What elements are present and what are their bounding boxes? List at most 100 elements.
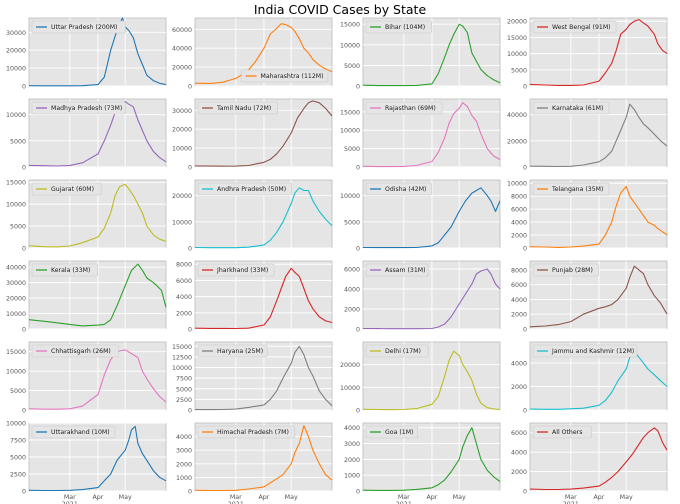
series-line xyxy=(362,350,501,411)
legend-box xyxy=(31,20,126,34)
legend-box xyxy=(532,425,593,439)
legend-box xyxy=(532,344,638,358)
series-line xyxy=(28,183,167,248)
y-tick-label: 2000 xyxy=(511,233,527,240)
chart-panel: 0 2000 4000 6000 Assam (31M) xyxy=(344,260,501,334)
legend-box xyxy=(365,344,429,358)
legend-box xyxy=(365,182,432,196)
y-tick-label: 0 xyxy=(22,408,26,415)
y-tick-label: 20000 xyxy=(507,19,527,26)
y-tick-label: 4000 xyxy=(511,450,527,457)
y-tick-label: 0 xyxy=(22,246,26,253)
chart-panel: 0 10000 20000 30000 Uttar Pradesh (200M) xyxy=(6,17,167,91)
y-tick-label: 15000 xyxy=(6,180,26,187)
legend-label: Goa (1M) xyxy=(385,429,413,436)
legend: Uttarakhand (10M) xyxy=(31,425,116,439)
chart-panel: 0 5000 10000 Odisha (42M) xyxy=(340,179,501,253)
y-tick-label: 20000 xyxy=(340,362,360,369)
y-tick-label: 0 xyxy=(188,84,192,91)
y-tick-label: 0 xyxy=(523,327,527,334)
y-tick-label: 0 xyxy=(188,489,192,496)
x-tick-label: May xyxy=(285,494,298,501)
y-tick-label: 15000 xyxy=(6,349,26,356)
y-tick-label: 8000 xyxy=(511,267,527,274)
y-tick-label: 4000 xyxy=(511,220,527,227)
chart-panel: 0 5000 10000 15000 20000 West Bengal (91M) xyxy=(507,17,668,91)
legend-label: Tamil Nadu (72M) xyxy=(216,105,271,112)
legend: Gujarat (60M) xyxy=(31,182,102,196)
legend-label: Telangana (35M) xyxy=(551,186,603,193)
y-tick-label: 5000 xyxy=(344,146,360,153)
series-line xyxy=(362,102,501,168)
y-tick-label: 2000 xyxy=(344,457,360,464)
y-tick-label: 60000 xyxy=(172,27,192,34)
chart-panel: 0 20000 40000 60000 Maharashtra (112M) xyxy=(172,17,333,91)
legend-label: Delhi (17M) xyxy=(385,348,421,355)
series-line xyxy=(362,427,501,491)
legend-box xyxy=(31,344,119,358)
series-line xyxy=(529,265,668,328)
legend: Tamil Nadu (72M) xyxy=(197,101,278,115)
chart-panel: 0 10000 20000 30000 40000 Kerala (33M) xyxy=(6,260,167,334)
legend-label: Haryana (25M) xyxy=(217,348,263,355)
chart-panel: 0 20000 40000 Karnataka (61M) xyxy=(507,98,668,172)
y-tick-label: 6000 xyxy=(344,267,360,274)
legend: All Others xyxy=(532,425,593,439)
chart-panel: 0 2000 4000 6000 8000 Jharkhand (33M) xyxy=(176,260,333,334)
y-tick-label: 12500 xyxy=(172,354,192,361)
x-tick-label: May xyxy=(119,494,132,501)
legend-box xyxy=(197,425,296,439)
y-tick-label: 0 xyxy=(188,408,192,415)
y-tick-label: 10000 xyxy=(340,385,360,392)
y-tick-label: 5000 xyxy=(10,455,26,462)
legend-label: Odisha (42M) xyxy=(385,186,426,193)
y-tick-label: 10000 xyxy=(507,181,527,188)
legend-box xyxy=(532,263,599,277)
y-tick-label: 0 xyxy=(22,327,26,334)
legend: Karnataka (61M) xyxy=(532,101,610,115)
series-line xyxy=(529,103,668,168)
y-tick-label: 7500 xyxy=(10,438,26,445)
y-tick-label: 0 xyxy=(188,246,192,253)
y-tick-label: 0 xyxy=(356,246,360,253)
y-tick-label: 3000 xyxy=(344,441,360,448)
legend: Kerala (33M) xyxy=(31,263,98,277)
y-tick-label: 20000 xyxy=(507,138,527,145)
legend-box xyxy=(365,425,419,439)
y-tick-label: 10000 xyxy=(172,365,192,372)
y-tick-label: 40000 xyxy=(507,112,527,119)
x-year-label: 2021 xyxy=(62,501,78,504)
series-line xyxy=(195,345,333,411)
y-tick-label: 1000 xyxy=(176,475,192,482)
legend-label: Punjab (28M) xyxy=(552,267,593,274)
chart-panel: 0 1000 2000 3000 4000 Himachal Pradesh (7M) Ma… xyxy=(176,422,333,504)
series-line xyxy=(194,425,333,492)
series-line xyxy=(529,427,668,491)
y-tick-label: 10000 xyxy=(172,219,192,226)
chart-panel: 0 10000 20000 Delhi (17M) xyxy=(340,341,501,415)
legend-label: Uttar Pradesh (200M) xyxy=(51,24,117,31)
legend-label: Uttarakhand (10M) xyxy=(51,429,110,436)
legend-label: Himachal Pradesh (7M) xyxy=(217,429,289,436)
y-tick-label: 2000 xyxy=(511,384,527,391)
y-tick-label: 0 xyxy=(356,489,360,496)
chart-panel: 0 5000 10000 Madhya Pradesh (73M) xyxy=(6,98,167,172)
y-tick-label: 20000 xyxy=(6,296,26,303)
legend-box xyxy=(31,101,126,115)
chart-panel: 0 1000 2000 3000 4000 Goa (1M) Mar Apr May 2021 xyxy=(344,422,501,504)
x-tick-label: Apr xyxy=(259,494,270,501)
y-tick-label: 15000 xyxy=(340,109,360,116)
legend: Uttar Pradesh (200M) xyxy=(31,20,126,34)
chart-panel: 0 2500 5000 7500 10000 12500 15000 Haryana (25M… xyxy=(172,341,333,415)
chart-panel: 0 10000 20000 30000 Tamil Nadu (72M) xyxy=(172,98,333,172)
y-tick-label: 4000 xyxy=(176,434,192,441)
y-tick-label: 0 xyxy=(523,408,527,415)
figure-title: India COVID Cases by State xyxy=(253,2,427,17)
y-tick-label: 5000 xyxy=(10,388,26,395)
legend-label: Madhya Pradesh (73M) xyxy=(51,105,122,112)
legend-box xyxy=(197,182,292,196)
y-tick-label: 0 xyxy=(188,165,192,172)
legend-label: Andhra Pradesh (50M) xyxy=(217,186,286,193)
y-tick-label: 5000 xyxy=(344,219,360,226)
legend: Assam (31M) xyxy=(365,263,429,277)
